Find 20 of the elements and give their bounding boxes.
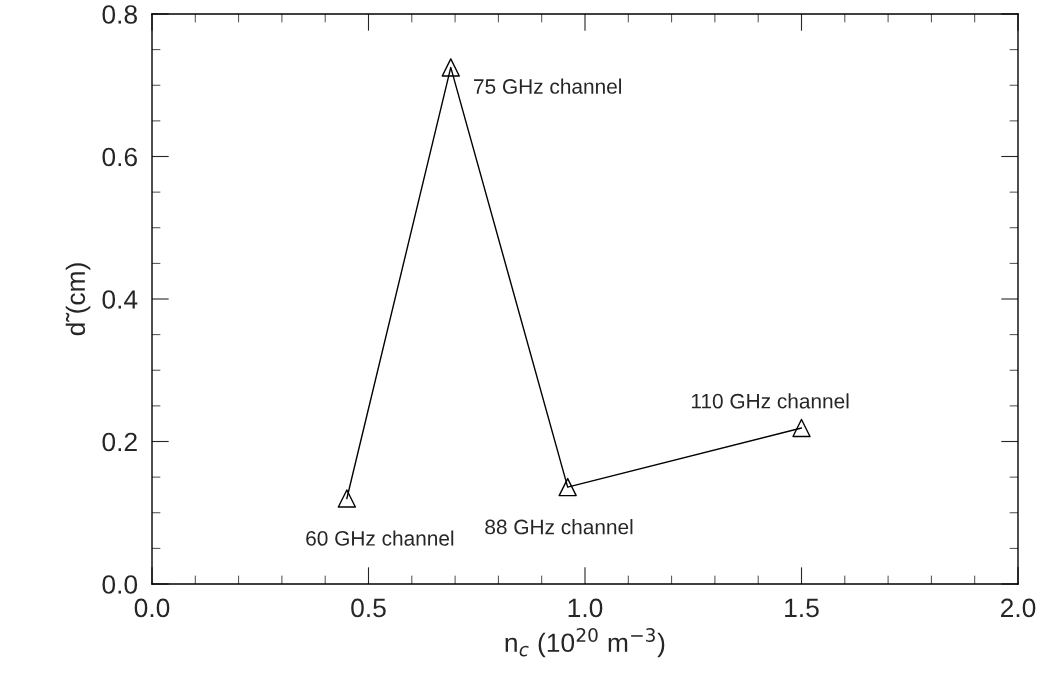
x-tick-label: 0.0 <box>134 598 170 618</box>
x-tick-label: 1.0 <box>568 598 603 618</box>
point <box>558 477 577 497</box>
y-tick-label: 0.6 <box>102 147 137 167</box>
y-tick-label: 0.0 <box>102 575 138 594</box>
x-tick-label: 1.5 <box>785 598 819 618</box>
annotation: 110 GHz channel <box>691 393 849 409</box>
annotation: 60 GHz channel <box>306 530 454 546</box>
x-axis-title: n$_{c}$ (10$^{20}$ m$^{−3}$) <box>505 628 665 658</box>
x-tick-label: 2.0 <box>1000 598 1036 618</box>
point <box>337 489 357 508</box>
point <box>441 58 460 77</box>
x-tick-label: 0.5 <box>351 598 386 618</box>
y-axis-title: d̃ (cm) <box>65 263 91 336</box>
y-tick-label: 0.2 <box>102 432 137 452</box>
point <box>792 418 811 438</box>
y-tick-label: 0.8 <box>102 5 137 24</box>
y-tick-label: 0.4 <box>102 290 138 309</box>
annotation: 75 GHz channel <box>474 78 621 94</box>
annotation: 88 GHz channel <box>485 519 633 535</box>
